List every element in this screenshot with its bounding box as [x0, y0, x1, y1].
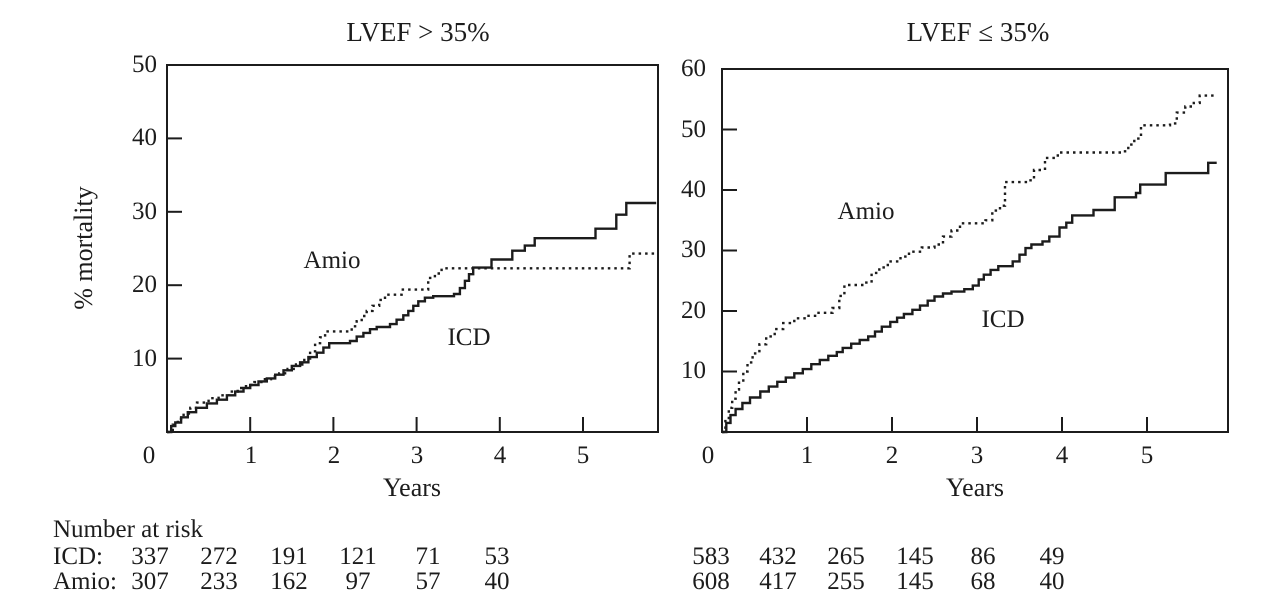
right-icd-curve	[722, 161, 1217, 434]
at-risk-icd-right-1: 432	[759, 543, 797, 570]
at-risk-amio-right-1: 417	[759, 568, 797, 595]
at-risk-icd-right-0: 583	[692, 543, 730, 570]
left-icd-label: ICD	[447, 324, 491, 351]
at-risk-amio-left-2: 162	[270, 568, 308, 595]
left-xtick-4: 4	[493, 442, 507, 469]
right-ytick-60: 60	[681, 55, 706, 82]
left-ytick-50: 50	[132, 51, 157, 78]
right-xtick-2: 2	[885, 442, 899, 469]
at-risk-icd-left-3: 121	[339, 543, 377, 570]
at-risk-row-label-amio: Amio:	[53, 568, 117, 595]
at-risk-icd-right-3: 145	[896, 543, 934, 570]
at-risk-amio-left-5: 40	[484, 568, 510, 595]
left-panel-title: LVEF > 35%	[346, 17, 490, 47]
right-panel-title: LVEF ≤ 35%	[906, 17, 1050, 47]
right-ytick-10: 10	[681, 357, 706, 384]
at-risk-amio-right-2: 255	[827, 568, 865, 595]
left-xtick-1: 1	[244, 442, 258, 469]
at-risk-row-label-icd: ICD:	[53, 543, 103, 570]
right-y-ticks	[723, 128, 737, 373]
at-risk-heading: Number at risk	[53, 516, 203, 543]
right-amio-curve	[722, 94, 1217, 434]
right-xtick-1: 1	[800, 442, 814, 469]
right-x-axis-label: Years	[945, 473, 1005, 502]
left-xtick-0: 0	[142, 442, 156, 469]
left-ytick-40: 40	[132, 124, 157, 151]
left-plot-frame	[166, 64, 659, 433]
at-risk-icd-left-1: 272	[200, 543, 238, 570]
right-ytick-40: 40	[681, 176, 706, 203]
at-risk-icd-right-2: 265	[827, 543, 865, 570]
left-x-ticks	[249, 417, 584, 431]
left-xtick-5: 5	[576, 442, 590, 469]
left-y-axis-label: % mortality	[69, 186, 98, 310]
left-ytick-10: 10	[132, 345, 157, 372]
at-risk-icd-right-5: 49	[1039, 543, 1065, 570]
at-risk-amio-right-4: 68	[970, 568, 996, 595]
right-xtick-5: 5	[1140, 442, 1154, 469]
at-risk-icd-left-4: 71	[415, 543, 441, 570]
at-risk-icd-left-2: 191	[270, 543, 308, 570]
left-xtick-2: 2	[327, 442, 341, 469]
right-ytick-50: 50	[681, 116, 706, 143]
at-risk-icd-right-4: 86	[970, 543, 996, 570]
right-xtick-3: 3	[970, 442, 984, 469]
at-risk-amio-right-3: 145	[896, 568, 934, 595]
left-ytick-30: 30	[132, 198, 157, 225]
right-xtick-4: 4	[1055, 442, 1069, 469]
left-amio-curve	[167, 252, 658, 434]
at-risk-amio-left-1: 233	[200, 568, 238, 595]
right-panel-plot	[721, 68, 1229, 434]
right-icd-label: ICD	[981, 306, 1025, 333]
at-risk-amio-right-5: 40	[1039, 568, 1065, 595]
at-risk-amio-right-0: 608	[692, 568, 730, 595]
right-ytick-30: 30	[681, 236, 706, 263]
left-y-ticks	[168, 137, 182, 360]
right-amio-label: Amio	[837, 198, 895, 225]
right-x-ticks	[806, 417, 1148, 431]
left-panel-plot	[166, 64, 659, 434]
right-ytick-20: 20	[681, 297, 706, 324]
at-risk-amio-left-4: 57	[415, 568, 441, 595]
left-amio-label: Amio	[303, 247, 361, 274]
right-plot-frame	[721, 68, 1229, 433]
at-risk-icd-left-5: 53	[484, 543, 510, 570]
left-ytick-20: 20	[132, 271, 157, 298]
left-xtick-3: 3	[410, 442, 424, 469]
at-risk-amio-left-0: 307	[131, 568, 169, 595]
at-risk-amio-left-3: 97	[345, 568, 371, 595]
left-x-axis-label: Years	[382, 473, 442, 502]
at-risk-icd-left-0: 337	[131, 543, 169, 570]
left-icd-curve	[167, 201, 657, 434]
right-xtick-0: 0	[701, 442, 715, 469]
